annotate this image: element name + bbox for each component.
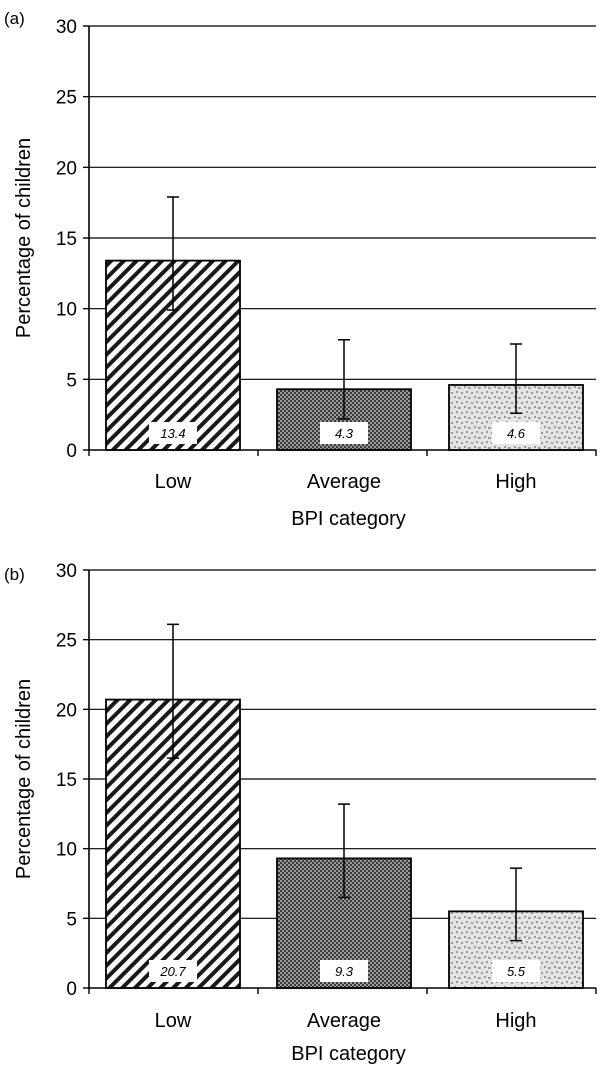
data-label: 13.4 bbox=[160, 426, 185, 441]
x-axis-title: BPI category bbox=[291, 1043, 406, 1065]
y-tick-label: 30 bbox=[56, 17, 77, 38]
y-tick-label: 0 bbox=[66, 979, 77, 1000]
x-category-label: High bbox=[495, 1010, 536, 1032]
data-label-box bbox=[320, 422, 368, 444]
y-axis-title: Percentage of children bbox=[13, 679, 35, 879]
y-tick-label: 20 bbox=[56, 158, 77, 179]
panel-label: (a) bbox=[4, 9, 25, 28]
x-category-label: Average bbox=[307, 471, 381, 493]
chart-panel-a: 0 5 10 15 20 25 30 13.4 Low 4.3 Average 4.6 High BPI … bbox=[4, 9, 597, 530]
y-tick-label: 20 bbox=[56, 700, 77, 721]
y-axis-title: Percentage of children bbox=[13, 138, 35, 338]
x-category-label: Low bbox=[155, 1010, 192, 1032]
data-label-box bbox=[149, 960, 197, 982]
y-tick-label: 15 bbox=[56, 229, 77, 250]
x-category-label: Average bbox=[307, 1010, 381, 1032]
y-tick-label: 10 bbox=[56, 840, 77, 861]
data-label-box bbox=[492, 422, 540, 444]
x-axis-title: BPI category bbox=[291, 508, 406, 530]
y-tick-label: 25 bbox=[56, 631, 77, 652]
panel-label: (b) bbox=[4, 565, 25, 584]
y-tick-label: 5 bbox=[66, 370, 77, 391]
x-category-label: High bbox=[495, 471, 536, 493]
data-label: 4.6 bbox=[507, 426, 526, 441]
y-tick-label: 0 bbox=[66, 441, 77, 462]
y-tick-label: 5 bbox=[66, 909, 77, 930]
data-label-box bbox=[320, 960, 368, 982]
y-tick-label: 10 bbox=[56, 300, 77, 321]
data-label: 9.3 bbox=[335, 964, 354, 979]
data-label: 20.7 bbox=[159, 964, 186, 979]
y-tick-label: 15 bbox=[56, 770, 77, 791]
y-tick-label: 30 bbox=[56, 561, 77, 582]
data-label: 4.3 bbox=[335, 426, 354, 441]
data-label-box bbox=[492, 960, 540, 982]
y-tick-label: 25 bbox=[56, 88, 77, 109]
data-label: 5.5 bbox=[507, 964, 526, 979]
data-label-box bbox=[149, 422, 197, 444]
x-category-label: Low bbox=[155, 471, 192, 493]
chart-panel-b: 0 5 10 15 20 25 30 20.7 Low 9.3 Average 5.5 High BPI … bbox=[4, 561, 597, 1065]
